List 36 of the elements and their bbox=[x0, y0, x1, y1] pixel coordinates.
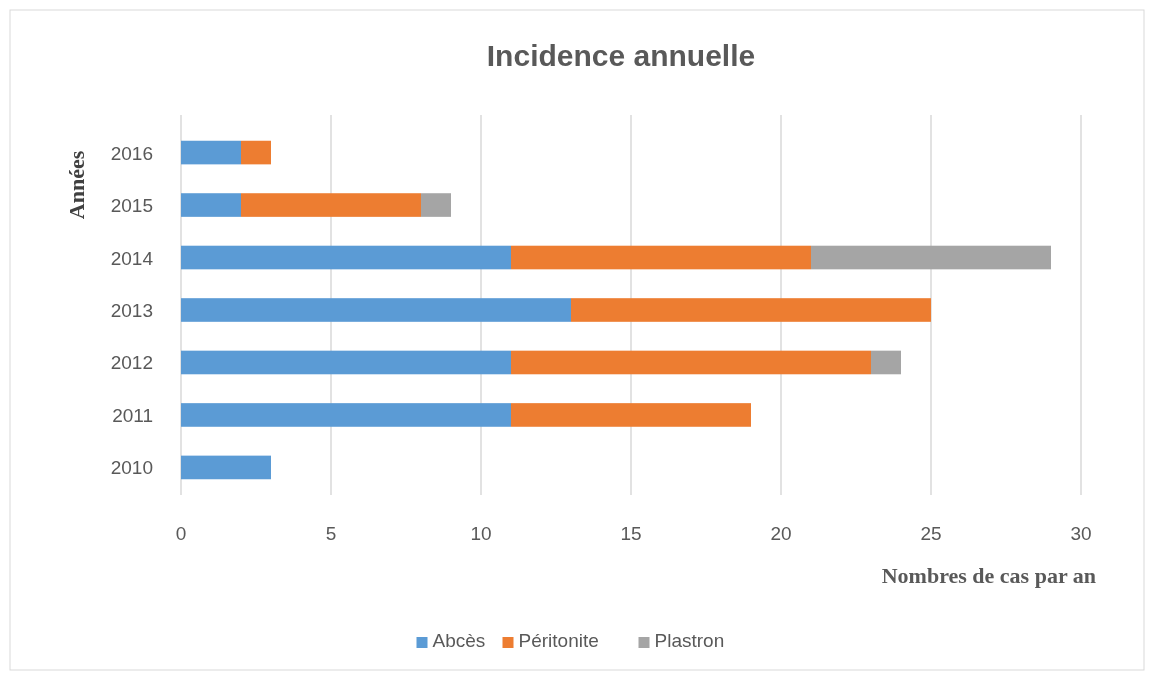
legend-label: Péritonite bbox=[518, 630, 599, 651]
bar bbox=[181, 193, 241, 217]
x-tick-label: 10 bbox=[470, 523, 492, 544]
y-tick-label: 2012 bbox=[110, 352, 153, 374]
y-tick-label: 2010 bbox=[110, 457, 153, 479]
bar bbox=[421, 193, 451, 217]
bar bbox=[181, 403, 511, 427]
bar bbox=[511, 245, 811, 270]
x-axis-title: Nombres de cas par an bbox=[881, 563, 1096, 588]
bar bbox=[511, 403, 751, 427]
bar bbox=[181, 455, 271, 480]
y-tick-label: 2016 bbox=[110, 142, 153, 164]
bar bbox=[181, 298, 571, 322]
bar bbox=[811, 245, 1051, 270]
y-tick-label: 2014 bbox=[110, 247, 154, 269]
bar bbox=[571, 298, 931, 322]
x-tick-label: 15 bbox=[620, 523, 642, 544]
x-tick-label: 30 bbox=[1070, 523, 1092, 544]
x-tick-label: 20 bbox=[770, 523, 792, 544]
legend-label: Plastron bbox=[654, 630, 725, 651]
chart-title: Incidence annuelle bbox=[486, 39, 756, 72]
y-tick-label: 2011 bbox=[112, 404, 153, 426]
legend-label: Abcès bbox=[432, 630, 486, 651]
bar bbox=[181, 350, 511, 375]
bar bbox=[511, 350, 871, 375]
x-tick-label: 25 bbox=[920, 523, 942, 544]
bar bbox=[871, 350, 901, 375]
x-tick-label: 5 bbox=[325, 523, 337, 544]
x-tick-label: 0 bbox=[175, 523, 187, 544]
y-axis-title: Années bbox=[64, 150, 89, 220]
bar bbox=[241, 193, 421, 217]
bar bbox=[181, 245, 511, 270]
y-tick-label: 2013 bbox=[110, 300, 153, 321]
bar bbox=[241, 140, 271, 165]
bar bbox=[181, 140, 241, 165]
y-tick-label: 2015 bbox=[110, 195, 153, 217]
